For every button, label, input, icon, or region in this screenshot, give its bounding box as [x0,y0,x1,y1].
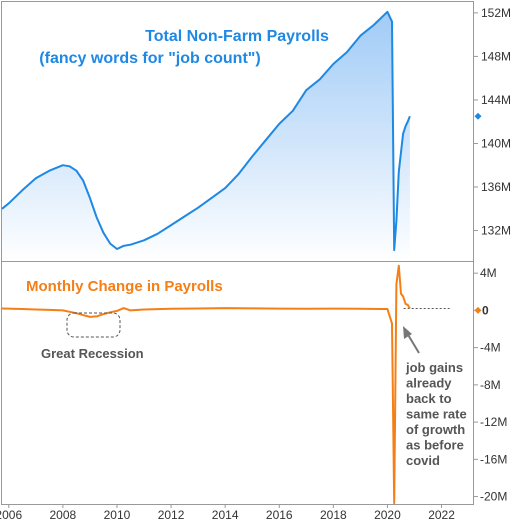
job-gains-line: covid [406,453,440,468]
chart-frame [1,1,474,505]
top-y-tick-label: 140M [481,136,511,150]
job-gains-line: back to [406,391,452,406]
bottom-y-tick-label: -8M [480,378,501,392]
x-tick-label: 2014 [212,508,239,522]
top-y-tick-label: 148M [481,49,511,63]
bottom-y-tick-label: 4M [480,266,497,280]
x-ticks: 2006 2008 2010 2012 2014 2016 2018 2020 2022 [0,504,455,522]
bottom-y-tick-label: -12M [480,415,507,429]
payrolls-series-line [1,10,411,252]
top-line-layer [1,10,411,252]
job-gains-line: same rate [406,407,467,422]
payrolls-area-fill [2,11,410,261]
recession-annotation: Great Recession [41,312,144,361]
job-gains-annotation: job gains already back to same rate of growt… [403,326,467,468]
x-tick-label: 2010 [104,508,131,522]
top-chart-title: Total Non-Farm Payrolls [145,28,329,45]
payrolls-current-value-marker [474,112,482,120]
x-tick-label: 2022 [428,508,455,522]
bottom-y-tick-label: 0 [482,303,489,317]
job-gains-line: job gains [405,360,463,375]
top-area-layer [2,11,410,261]
x-tick-label: 2008 [50,508,77,522]
bottom-panel-frame [1,261,474,505]
bottom-chart-title: Monthly Change in Payrolls [26,278,223,295]
x-tick-label: 2012 [158,508,185,522]
recession-highlight-box [66,312,121,338]
bottom-line-layer [1,264,411,505]
recession-label: Great Recession [41,346,144,361]
job-gains-line: of growth [406,422,465,437]
top-y-tick-label: 144M [481,93,511,107]
x-tick-label: 2016 [266,508,293,522]
top-y-ticks: 132M 136M 140M 144M 148M 152M [474,6,511,238]
x-tick-label: 2020 [374,508,401,522]
current-value-markers [474,112,482,314]
annotation-arrow-shaft [406,332,420,354]
monthly-change-current-value-marker [474,306,482,314]
bottom-y-ticks: 4M 0 -4M -8M -12M -16M -20M [474,266,507,504]
job-gains-label: job gains already back to same rate of growt… [405,360,467,468]
top-chart-subtitle: (fancy words for "job count") [39,50,260,67]
monthly-change-series-line [1,264,411,505]
top-y-tick-label: 152M [481,6,511,20]
bottom-y-tick-label: -4M [480,341,501,355]
x-tick-label: 2006 [0,508,22,522]
job-gains-line: already [406,376,452,391]
x-tick-label: 2018 [320,508,347,522]
top-y-tick-label: 136M [481,180,511,194]
annotation-arrow-head [403,326,412,339]
bottom-y-tick-label: -16M [480,452,507,466]
job-gains-line: as before [406,438,464,453]
top-y-tick-label: 132M [481,224,511,238]
bottom-y-tick-label: -20M [480,490,507,504]
